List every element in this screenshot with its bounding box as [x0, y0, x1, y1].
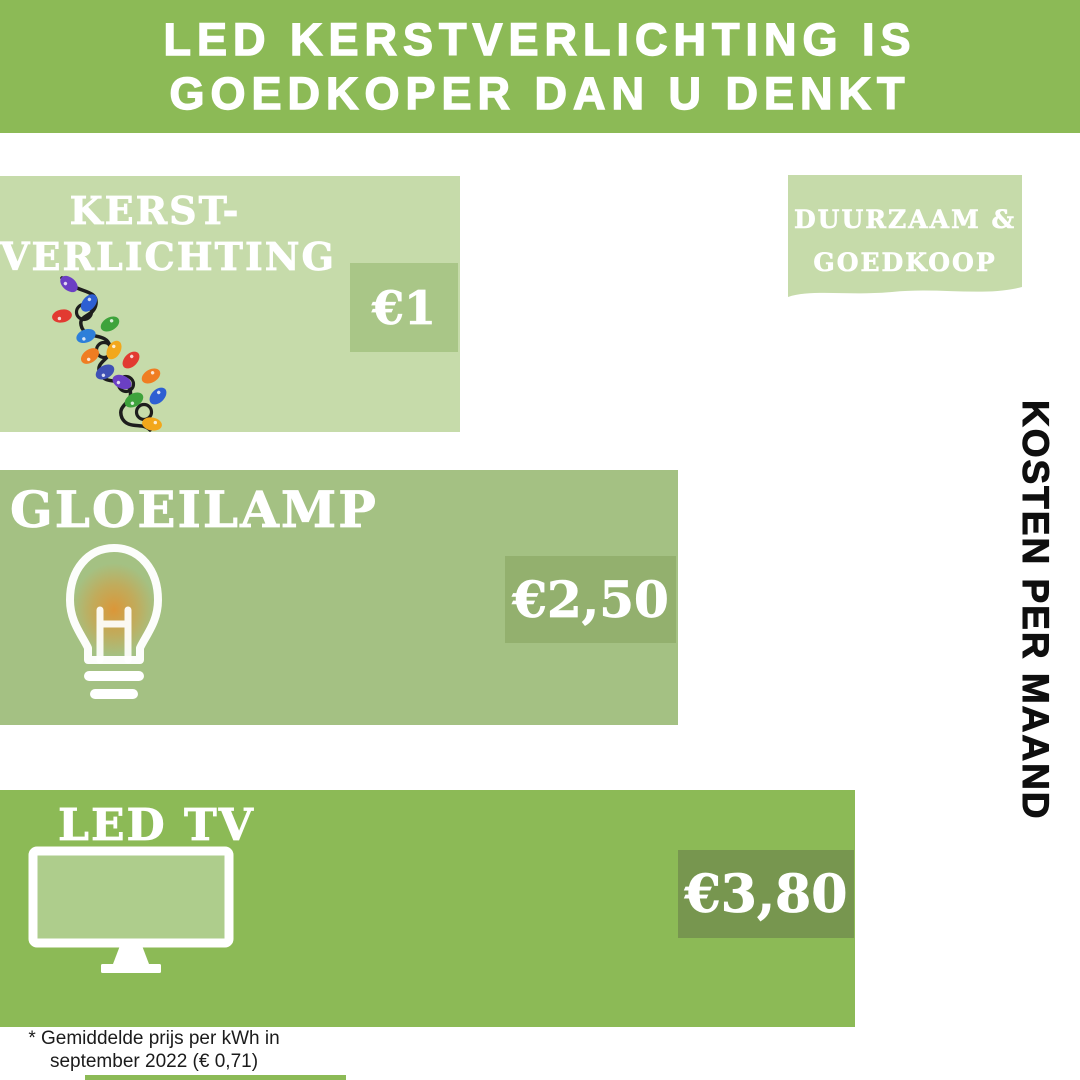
bar-led-tv: LED TV €3,80: [0, 790, 855, 1027]
footnote-line2: september 2022 (€ 0,71): [49, 1050, 259, 1072]
header-title-line1: LED KERSTVERLICHTING IS: [163, 14, 917, 65]
bottom-green-strip: [85, 1075, 346, 1080]
bar-kerstverlichting-label: KERST- VERLICHTING: [0, 188, 336, 281]
price-badge-kerstverlichting: €1: [350, 263, 458, 352]
price-value: €3,80: [684, 863, 848, 925]
price-value: €2,50: [512, 570, 669, 630]
header-title-line2: GOEDKOPER DAN U DENKT: [169, 67, 911, 119]
axis-label-kosten-per-maand: KOSTEN PER MAAND: [1015, 400, 1057, 822]
footnote-line1: * Gemiddelde prijs per kWh in: [28, 1028, 280, 1049]
footnote: * Gemiddelde prijs per kWh in september …: [16, 1028, 292, 1074]
price-value: €1: [371, 280, 437, 335]
badge-line2: GOEDKOOP: [813, 247, 997, 277]
bar-kerstverlichting: KERST- VERLICHTING €1: [0, 176, 460, 432]
bar-gloeilamp: GLOEILAMP €2,50: [0, 470, 678, 725]
led-tv-icon: [28, 846, 234, 973]
bar-led-tv-label: LED TV: [58, 800, 255, 852]
badge-line1: DUURZAAM &: [793, 205, 1017, 234]
price-badge-led-tv: €3,80: [678, 850, 854, 938]
christmas-lights-icon: [52, 275, 167, 432]
bar-gloeilamp-label: GLOEILAMP: [10, 480, 378, 540]
price-badge-gloeilamp: €2,50: [505, 556, 676, 643]
incandescent-bulb-icon: [58, 544, 170, 699]
duurzaam-goedkoop-badge: DUURZAAM & GOEDKOOP: [788, 175, 1022, 303]
bar-label-line2: VERLICHTING: [0, 234, 336, 280]
bar-label-line1: KERST-: [69, 188, 241, 234]
header-banner: LED KERSTVERLICHTING IS GOEDKOPER DAN U …: [0, 0, 1080, 133]
